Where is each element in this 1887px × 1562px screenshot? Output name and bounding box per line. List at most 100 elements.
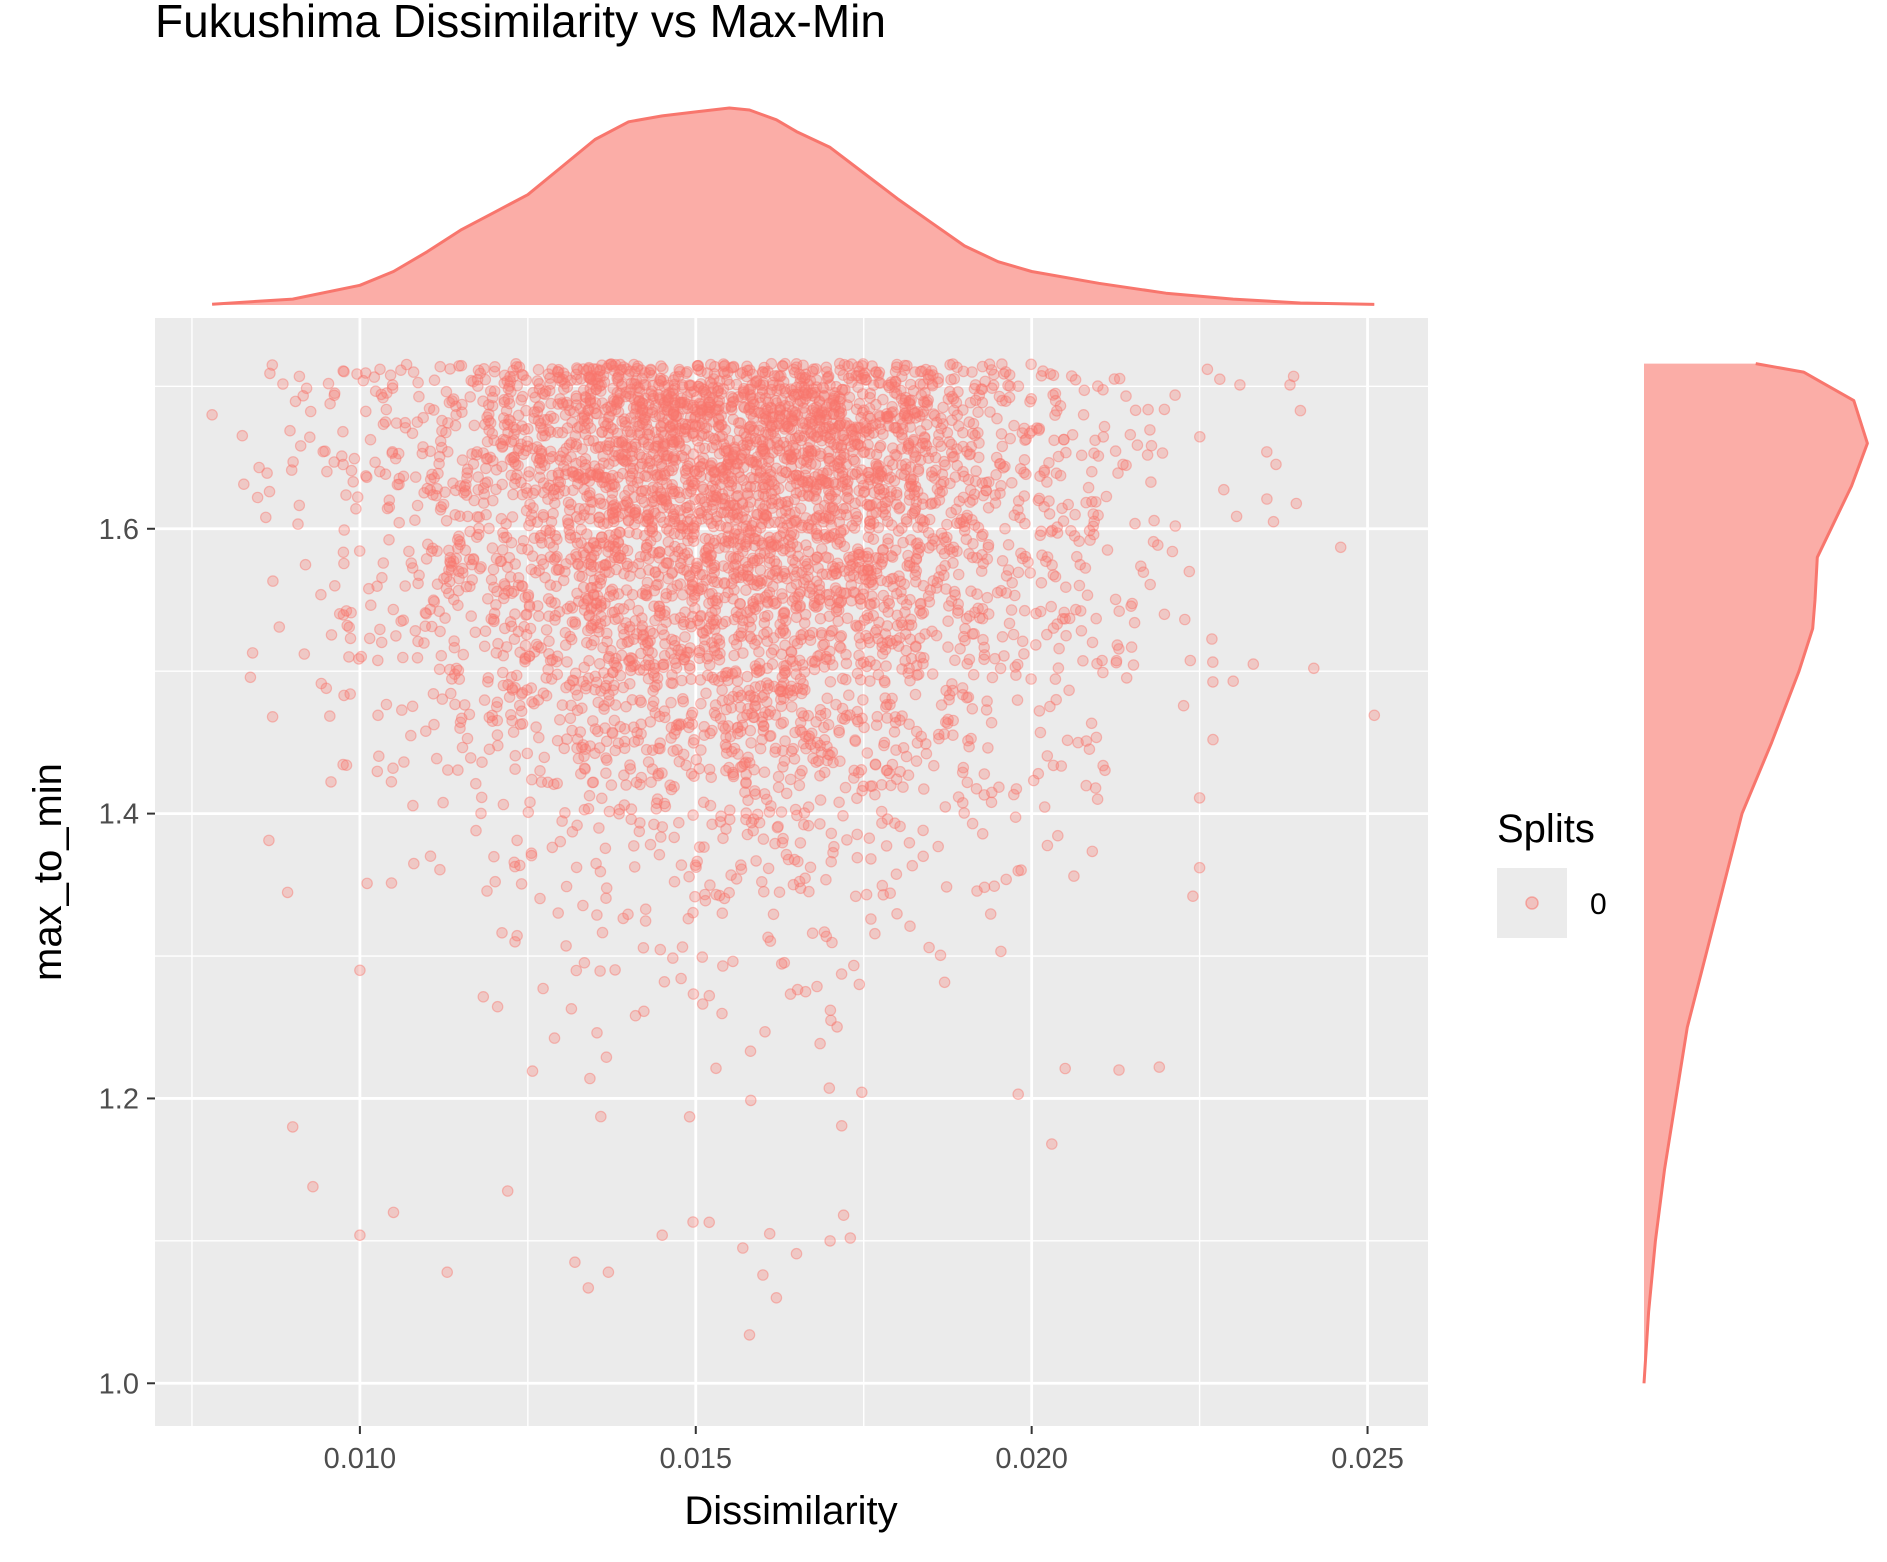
data-point	[618, 567, 630, 580]
data-point	[626, 561, 639, 573]
data-point	[990, 451, 1003, 464]
data-point	[659, 711, 671, 724]
data-point	[568, 406, 580, 418]
data-point	[929, 497, 942, 509]
data-point	[599, 842, 612, 855]
data-point	[293, 370, 306, 383]
data-point	[785, 645, 797, 658]
data-point	[788, 390, 801, 402]
data-point	[775, 806, 788, 818]
data-point	[1126, 597, 1138, 610]
data-point	[577, 675, 589, 688]
data-point	[881, 712, 893, 724]
data-point	[509, 763, 521, 775]
data-point	[839, 473, 851, 486]
data-point	[593, 822, 605, 834]
data-point	[1025, 392, 1038, 405]
data-point	[928, 472, 941, 484]
data-point	[741, 360, 753, 373]
data-point	[927, 759, 940, 772]
data-point	[641, 515, 654, 528]
data-point	[658, 467, 671, 480]
data-point	[664, 779, 676, 791]
data-point	[460, 489, 473, 501]
data-point	[444, 687, 457, 700]
data-point	[544, 445, 557, 458]
data-point	[573, 570, 586, 582]
data-point	[1113, 605, 1125, 617]
data-point	[1073, 579, 1086, 592]
data-point	[732, 391, 745, 403]
data-point	[869, 472, 881, 484]
data-point	[687, 399, 700, 412]
data-point	[739, 786, 751, 799]
data-point	[699, 894, 712, 907]
data-point	[572, 471, 585, 484]
data-point	[709, 699, 722, 711]
data-point	[509, 608, 521, 620]
data-point	[438, 572, 450, 585]
data-point	[1218, 483, 1230, 496]
data-point	[840, 657, 853, 670]
data-point	[1090, 731, 1103, 744]
data-point	[1055, 760, 1068, 772]
data-point	[294, 440, 307, 452]
data-point	[1207, 676, 1219, 688]
data-point	[482, 672, 495, 684]
data-point	[646, 763, 659, 775]
data-point	[914, 513, 927, 525]
data-point	[337, 546, 350, 559]
data-point	[456, 741, 469, 754]
data-point	[452, 584, 465, 597]
data-point	[878, 736, 891, 749]
data-point	[797, 818, 810, 831]
data-point	[380, 403, 393, 416]
data-point	[910, 725, 923, 738]
data-point	[428, 374, 441, 386]
data-point	[600, 752, 612, 764]
data-point	[1145, 439, 1158, 452]
data-point	[838, 587, 850, 600]
data-point	[760, 793, 773, 806]
data-point	[629, 507, 641, 519]
data-point	[606, 507, 619, 520]
data-point	[1087, 528, 1100, 541]
data-point	[833, 796, 845, 809]
data-point	[1124, 428, 1137, 441]
data-point	[487, 455, 499, 467]
data-point	[741, 670, 754, 683]
data-point	[919, 363, 932, 376]
data-point	[676, 941, 689, 953]
data-point	[474, 367, 487, 380]
data-point	[1141, 449, 1154, 461]
data-point	[526, 550, 539, 562]
data-point	[1083, 524, 1096, 537]
data-point	[854, 673, 867, 686]
data-point	[491, 696, 504, 709]
data-point	[454, 716, 467, 729]
data-point	[600, 892, 612, 904]
data-point	[806, 418, 818, 430]
data-point	[922, 368, 934, 381]
data-point	[873, 366, 886, 379]
data-point	[737, 563, 749, 576]
data-point	[528, 406, 540, 418]
data-point	[694, 610, 707, 623]
data-point	[497, 798, 510, 811]
data-point	[586, 776, 599, 789]
data-point	[544, 654, 557, 667]
data-point	[639, 469, 651, 482]
data-point	[623, 654, 636, 667]
data-point	[585, 601, 598, 614]
data-point	[873, 616, 885, 629]
data-point	[629, 614, 642, 627]
data-point	[934, 486, 946, 499]
data-point	[933, 571, 945, 583]
data-point	[1227, 675, 1239, 687]
data-point	[1110, 654, 1123, 667]
data-point	[926, 379, 939, 392]
data-point	[1129, 517, 1141, 530]
data-point	[961, 776, 974, 789]
data-point	[734, 571, 747, 584]
